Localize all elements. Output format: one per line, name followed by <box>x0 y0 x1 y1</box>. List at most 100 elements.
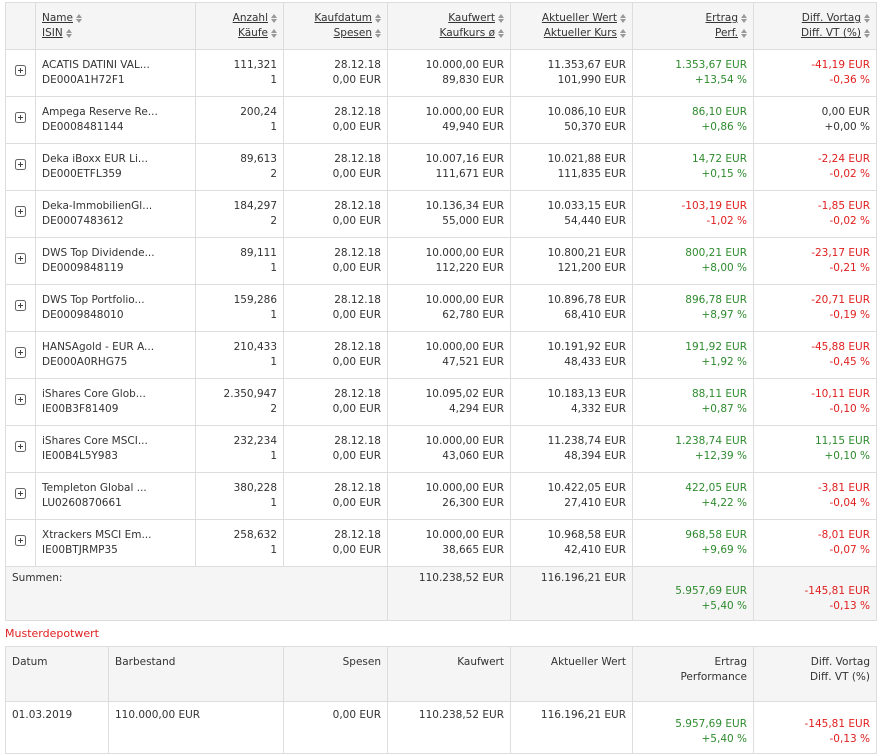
cell-text: 0,00 EUR <box>821 106 870 118</box>
data-cell: 11.238,74 EUR 48,394 EUR <box>510 425 633 473</box>
cell-text: 1 <box>270 74 277 86</box>
cell-text: 10.136,34 EUR <box>425 200 504 212</box>
expand-button[interactable] <box>15 159 26 170</box>
expand-button[interactable] <box>15 347 26 358</box>
cell-text: 11,15 EUR <box>814 435 870 447</box>
sort-link[interactable]: Kaufdatum <box>314 12 372 24</box>
expand-cell <box>5 190 36 238</box>
summary-row: Summen: 110.238,52 EUR 116.196,21 EUR 5.957… <box>5 566 877 621</box>
table-row: Templeton Global ... LU0260870661 380,228 1… <box>5 472 877 520</box>
data-cell: 110.000,00 EUR <box>108 701 284 754</box>
cell-text: DE0007483612 <box>42 215 124 227</box>
cell-text: 10.968,58 EUR <box>547 529 626 541</box>
data-cell: DWS Top Dividende... DE0009848119 <box>35 237 196 285</box>
expand-button[interactable] <box>15 394 26 405</box>
cell-text: 258,632 <box>233 529 277 541</box>
data-cell: -23,17 EUR -0,21 % <box>753 237 877 285</box>
data-cell: 28.12.18 0,00 EUR <box>283 472 388 520</box>
summary-label: Summen: <box>5 566 388 621</box>
expand-button[interactable] <box>15 441 26 452</box>
header-cell: Ertrag Performance <box>632 646 754 702</box>
sort-link[interactable]: Name <box>42 12 73 24</box>
cell-text: -10,11 EUR <box>811 388 870 400</box>
sort-link[interactable]: Kaufwert <box>448 12 495 24</box>
cell-text: 0,00 EUR <box>332 497 381 509</box>
cell-text: 28.12.18 <box>334 294 381 306</box>
sort-link[interactable]: Aktueller Kurs <box>543 27 617 39</box>
cell-text: 38,665 EUR <box>442 544 504 556</box>
data-cell: 896,78 EUR +8,97 % <box>632 284 754 332</box>
sort-icon[interactable] <box>620 28 626 38</box>
sort-icon[interactable] <box>375 28 381 38</box>
expand-button[interactable] <box>15 535 26 546</box>
cell-text: HANSAgold - EUR A... <box>42 341 155 353</box>
data-cell: 28.12.18 0,00 EUR <box>283 190 388 238</box>
cell-text: 0,00 EUR <box>332 356 381 368</box>
data-cell: 28.12.18 0,00 EUR <box>283 519 388 567</box>
sort-link[interactable]: Diff. Vortag <box>801 12 861 24</box>
cell-text: 0,00 EUR <box>332 215 381 227</box>
expand-button[interactable] <box>15 112 26 123</box>
cell-text: 14,72 EUR <box>691 153 747 165</box>
header-line: Aktueller Wert <box>517 11 626 26</box>
sort-link[interactable]: Kaufkurs ø <box>439 27 495 39</box>
cell-text: 210,433 <box>233 341 277 353</box>
data-cell: HANSAgold - EUR A... DE000A0RHG75 <box>35 331 196 379</box>
cell-text: 48,433 EUR <box>564 356 626 368</box>
sort-link[interactable]: Anzahl <box>232 12 268 24</box>
cell-text: 159,286 <box>233 294 277 306</box>
sort-icon[interactable] <box>620 13 626 23</box>
table-row: ACATIS DATINI VAL... DE000A1H72F1 111,321 1… <box>5 49 877 97</box>
expand-button[interactable] <box>15 488 26 499</box>
sort-icon[interactable] <box>271 28 277 38</box>
data-cell: 10.000,00 EUR 43,060 EUR <box>387 425 511 473</box>
data-cell: 10.896,78 EUR 68,410 EUR <box>510 284 633 332</box>
expand-button[interactable] <box>15 253 26 264</box>
cell-text: 28.12.18 <box>334 59 381 71</box>
cell-text: -0,45 % <box>829 356 870 368</box>
data-cell: 200,24 1 <box>195 96 284 144</box>
cell-text: 62,780 EUR <box>442 309 504 321</box>
cell-text: 110.238,52 EUR <box>418 572 504 584</box>
data-cell: 258,632 1 <box>195 519 284 567</box>
expand-cell <box>5 49 36 97</box>
cell-text: 28.12.18 <box>334 106 381 118</box>
sort-link[interactable]: Käufe <box>238 27 268 39</box>
cell-text: +13,54 % <box>694 74 747 86</box>
sort-icon[interactable] <box>741 13 747 23</box>
expand-cell <box>5 425 36 473</box>
sort-icon[interactable] <box>75 13 82 23</box>
cell-text: 4,332 EUR <box>570 403 626 415</box>
cell-text: 380,228 <box>233 482 277 494</box>
header-cell: Spesen <box>283 646 388 702</box>
sort-icon[interactable] <box>741 28 747 38</box>
sort-icon[interactable] <box>65 28 72 38</box>
sort-icon[interactable] <box>864 13 870 23</box>
expand-button[interactable] <box>15 65 26 76</box>
cell-text: 0,00 EUR <box>332 709 381 721</box>
cell-text: -0,02 % <box>829 215 870 227</box>
sort-icon[interactable] <box>375 13 381 23</box>
sort-link[interactable]: Spesen <box>333 27 372 39</box>
header-line: Ertrag <box>639 11 747 26</box>
sort-icon[interactable] <box>271 13 277 23</box>
data-cell: 01.03.2019 <box>5 701 109 754</box>
cell-text: +0,87 % <box>701 403 748 415</box>
sort-link[interactable]: Ertrag <box>705 12 738 24</box>
data-cell: 10.000,00 EUR 112,220 EUR <box>387 237 511 285</box>
sort-link[interactable]: Perf. <box>714 27 738 39</box>
data-cell: 1.353,67 EUR +13,54 % <box>632 49 754 97</box>
cell-text: DE0008481144 <box>42 121 124 133</box>
sort-icon[interactable] <box>498 28 504 38</box>
expand-button[interactable] <box>15 300 26 311</box>
cell-text: 28.12.18 <box>334 482 381 494</box>
sort-link[interactable]: ISIN <box>42 27 63 39</box>
sort-link[interactable]: Diff. VT (%) <box>800 27 861 39</box>
data-cell: 10.968,58 EUR 42,410 EUR <box>510 519 633 567</box>
cell-text: 2 <box>270 215 277 227</box>
sort-icon[interactable] <box>498 13 504 23</box>
sort-icon[interactable] <box>864 28 870 38</box>
cell-text: Summen: <box>12 572 63 584</box>
expand-button[interactable] <box>15 206 26 217</box>
sort-link[interactable]: Aktueller Wert <box>541 12 617 24</box>
